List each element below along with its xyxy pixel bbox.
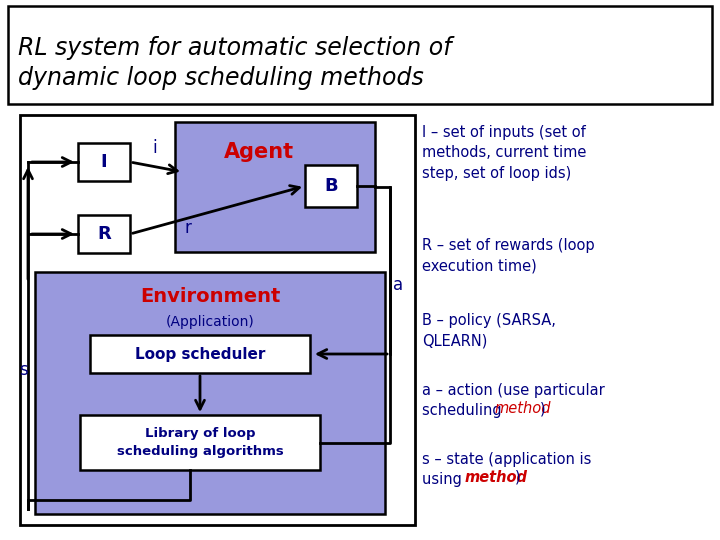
Text: I – set of inputs (set of
methods, current time
step, set of loop ids): I – set of inputs (set of methods, curre… bbox=[422, 125, 586, 181]
Text: s – state (application is
using: s – state (application is using bbox=[422, 452, 591, 488]
Text: Environment: Environment bbox=[140, 287, 280, 307]
Text: a – action (use particular
scheduling: a – action (use particular scheduling bbox=[422, 383, 605, 418]
Text: s: s bbox=[19, 361, 27, 379]
Bar bbox=[90, 335, 310, 373]
Text: ): ) bbox=[515, 470, 521, 485]
Bar bbox=[80, 415, 320, 470]
Text: Loop scheduler: Loop scheduler bbox=[135, 347, 265, 361]
Text: I: I bbox=[101, 153, 107, 171]
Text: r: r bbox=[184, 219, 192, 237]
Bar bbox=[8, 6, 712, 104]
Text: Agent: Agent bbox=[224, 142, 294, 162]
Text: RL system for automatic selection of: RL system for automatic selection of bbox=[18, 36, 451, 60]
Text: R – set of rewards (loop
execution time): R – set of rewards (loop execution time) bbox=[422, 238, 595, 273]
Text: B – policy (SARSA,
QLEARN): B – policy (SARSA, QLEARN) bbox=[422, 313, 556, 348]
Bar bbox=[78, 215, 130, 253]
Text: method: method bbox=[465, 470, 528, 485]
Bar bbox=[78, 143, 130, 181]
Bar bbox=[20, 115, 415, 525]
Text: (Application): (Application) bbox=[166, 315, 254, 329]
Text: i: i bbox=[153, 139, 157, 157]
Bar bbox=[35, 272, 385, 514]
Bar bbox=[305, 165, 357, 207]
Text: B: B bbox=[324, 177, 338, 195]
Text: R: R bbox=[97, 225, 111, 243]
Text: a: a bbox=[393, 276, 403, 294]
Bar bbox=[175, 122, 375, 252]
Text: ): ) bbox=[540, 401, 546, 416]
Text: Library of loop
scheduling algorithms: Library of loop scheduling algorithms bbox=[117, 428, 284, 457]
Text: method: method bbox=[494, 401, 551, 416]
Text: dynamic loop scheduling methods: dynamic loop scheduling methods bbox=[18, 66, 424, 90]
